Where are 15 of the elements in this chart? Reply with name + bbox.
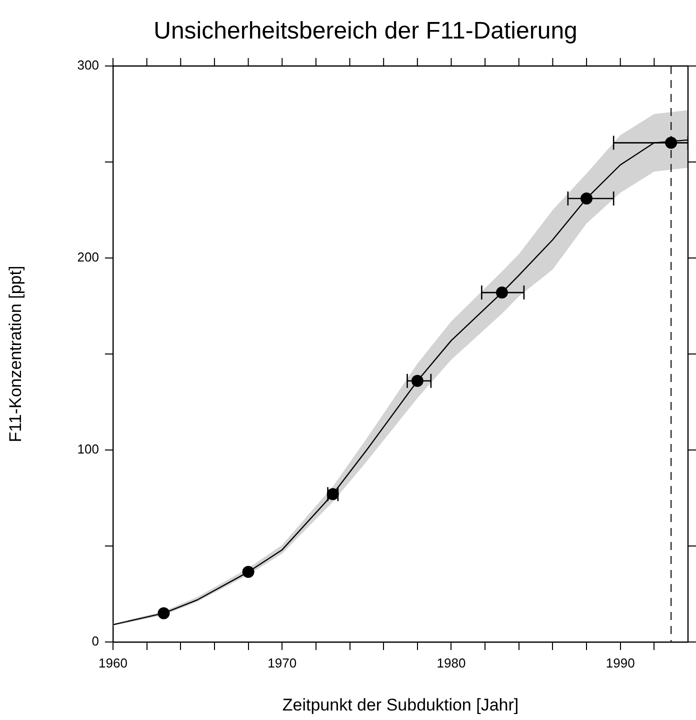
chart-title: Unsicherheitsbereich der F11-Datierung <box>154 18 578 45</box>
y-axis-title: F11-Konzentration [ppt] <box>6 266 25 442</box>
x-tick-label: 1970 <box>268 655 297 670</box>
x-tick-label: 1990 <box>606 655 635 670</box>
y-tick-label: 100 <box>77 442 99 457</box>
y-tick-label: 300 <box>77 58 99 73</box>
point <box>158 607 170 620</box>
y-tick-label: 200 <box>77 250 99 265</box>
point <box>242 566 254 578</box>
point <box>496 286 508 299</box>
x-tick-label: 1980 <box>436 655 466 670</box>
y-tick-label: 0 <box>92 634 99 649</box>
x-tick-label: 1960 <box>98 655 128 670</box>
x-axis-title: Zeitpunkt der Subduktion [Jahr] <box>282 695 519 714</box>
point <box>580 192 593 204</box>
